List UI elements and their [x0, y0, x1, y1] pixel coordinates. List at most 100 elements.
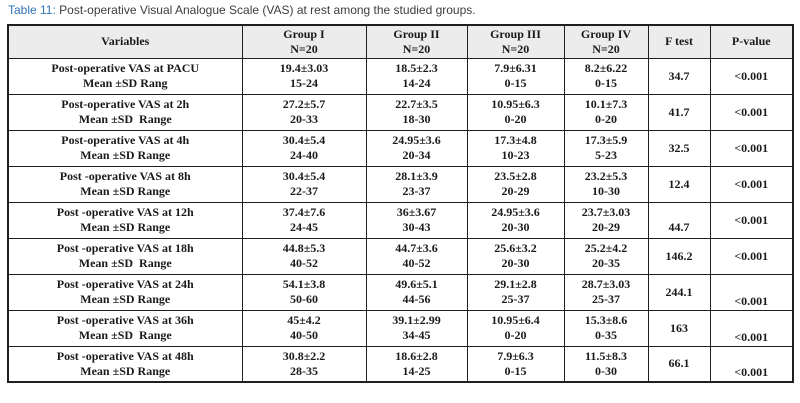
group-ii-cell: 22.7±3.5 18-30: [365, 93, 468, 131]
range-value: 20-34: [402, 148, 431, 162]
variable-label: Post -operative VAS at 24h: [56, 277, 194, 291]
table-row: Post -operative VAS at 8h Mean ±SD Range 3…: [7, 165, 794, 203]
f-test-cell: 34.7: [647, 57, 711, 95]
p-value-cell: <0.001: [709, 57, 794, 95]
p-value: <0.001: [734, 329, 769, 344]
mean-sd-value: 8.2±6.22: [584, 61, 628, 75]
f-test-value: 146.2: [665, 248, 693, 263]
f-test-value: 44.7: [668, 219, 690, 234]
mean-sd-value: 36±3.67: [396, 205, 437, 219]
range-value: 0-20: [504, 112, 527, 126]
table-row: Post -operative VAS at 48h Mean ±SD Range…: [7, 345, 794, 383]
variable-cell: Post -operative VAS at 18h Mean ±SD Range: [7, 237, 243, 275]
group-iii-cell: 7.9±6.31 0-15: [466, 57, 565, 95]
f-test-value: 41.7: [668, 104, 690, 119]
mean-sd-value: 15.3±8.6: [584, 313, 628, 327]
range-value: 23-37: [402, 184, 431, 198]
range-value: 20-35: [592, 256, 620, 270]
column-label: P-value: [731, 34, 771, 49]
range-value: 50-60: [290, 292, 318, 306]
range-value: 20-30: [501, 256, 530, 270]
variable-cell: Post-operative VAS at PACU Mean ±SD Rang: [7, 57, 243, 95]
column-header-group-i: Group I N=20: [241, 24, 367, 59]
p-value-cell: <0.001: [709, 309, 794, 347]
table-row: Post -operative VAS at 12h Mean ±SD Range…: [7, 201, 794, 239]
variable-cell: Post -operative VAS at 8h Mean ±SD Range: [7, 165, 243, 203]
group-iv-cell: 17.3±5.9 5-23: [563, 129, 649, 167]
mean-sd-value: 30.8±2.2: [282, 348, 326, 363]
range-value: 30-43: [402, 220, 431, 234]
variable-label: Post -operative VAS at 48h: [56, 348, 194, 363]
column-label: Group IV: [580, 26, 632, 41]
column-header-variables: Variables: [7, 24, 243, 59]
table-body: Post-operative VAS at PACU Mean ±SD Rang 1…: [7, 57, 794, 383]
range-value: 25-37: [592, 292, 620, 306]
measure-label: Mean ±SD Range: [80, 148, 171, 162]
variable-label: Post -operative VAS at 36h: [56, 313, 194, 327]
group-i-cell: 27.2±5.7 20-33: [241, 93, 367, 131]
group-i-cell: 19.4±3.03 15-24: [241, 57, 367, 95]
mean-sd-value: 28.7±3.03: [581, 277, 631, 291]
mean-sd-value: 44.8±5.3: [282, 241, 326, 255]
group-i-cell: 37.4±7.6 24-45: [241, 201, 367, 239]
p-value-cell: <0.001: [709, 273, 794, 311]
range-value: 0-20: [595, 112, 617, 126]
table-row: Post-operative VAS at 4h Mean ±SD Range 30…: [7, 129, 794, 167]
table-row: Post -operative VAS at 36h Mean ±SD Range…: [7, 309, 794, 347]
variable-cell: Post-operative VAS at 2h Mean ±SD Range: [7, 93, 243, 131]
f-test-value: 66.1: [668, 356, 690, 371]
table-row: Post-operative VAS at PACU Mean ±SD Rang 1…: [7, 57, 794, 95]
p-value-cell: <0.001: [709, 201, 794, 239]
measure-label: Mean ±SD Range: [78, 328, 172, 342]
column-label: Group I: [283, 26, 325, 41]
group-iii-cell: 7.9±6.3 0-15: [466, 345, 565, 383]
group-iv-cell: 15.3±8.6 0-35: [563, 309, 649, 347]
variable-cell: Post-operative VAS at 4h Mean ±SD Range: [7, 129, 243, 167]
range-value: 40-52: [290, 256, 318, 270]
range-value: 20-29: [592, 220, 620, 234]
p-value: <0.001: [734, 140, 769, 155]
range-value: 22-37: [290, 184, 318, 198]
range-value: 14-24: [402, 76, 431, 90]
mean-sd-value: 23.7±3.03: [581, 205, 631, 219]
range-value: 0-15: [504, 76, 527, 90]
p-value: <0.001: [734, 248, 769, 263]
group-iii-cell: 25.6±3.2 20-30: [466, 237, 565, 275]
range-value: 14-25: [402, 363, 431, 378]
table-caption-text: Post-operative Visual Analogue Scale (VA…: [55, 3, 476, 17]
group-iii-cell: 24.95±3.6 20-30: [466, 201, 565, 239]
variable-cell: Post -operative VAS at 12h Mean ±SD Range: [7, 201, 243, 239]
mean-sd-value: 37.4±7.6: [282, 205, 326, 219]
f-test-cell: 32.5: [647, 129, 711, 167]
range-value: 15-24: [290, 76, 318, 90]
group-iii-cell: 10.95±6.4 0-20: [466, 309, 565, 347]
f-test-value: 34.7: [668, 68, 690, 83]
column-sub-label: N=20: [501, 41, 530, 56]
group-i-cell: 54.1±3.8 50-60: [241, 273, 367, 311]
variable-cell: Post -operative VAS at 36h Mean ±SD Range: [7, 309, 243, 347]
f-test-value: 163: [670, 320, 688, 335]
variable-cell: Post -operative VAS at 48h Mean ±SD Range: [7, 345, 243, 383]
p-value: <0.001: [734, 176, 769, 191]
range-value: 24-45: [290, 220, 318, 234]
group-i-cell: 30.8±2.2 28-35: [241, 345, 367, 383]
range-value: 20-29: [501, 184, 530, 198]
range-value: 0-15: [595, 76, 617, 90]
range-value: 44-56: [402, 292, 431, 306]
group-iv-cell: 11.5±8.3 0-30: [563, 345, 649, 383]
group-ii-cell: 49.6±5.1 44-56: [365, 273, 468, 311]
table-caption-number: Table 11:: [8, 3, 56, 17]
range-value: 18-30: [402, 112, 431, 126]
column-header-f-test: F test: [647, 24, 711, 59]
mean-sd-value: 7.9±6.31: [494, 61, 537, 75]
column-header-group-iii: Group III N=20: [466, 24, 565, 59]
group-iv-cell: 28.7±3.03 25-37: [563, 273, 649, 311]
mean-sd-value: 11.5±8.3: [585, 348, 627, 363]
mean-sd-value: 24.95±3.6: [491, 205, 540, 219]
f-test-cell: 66.1: [647, 345, 711, 383]
f-test-value: 244.1: [665, 284, 693, 299]
range-value: 0-30: [595, 363, 617, 378]
mean-sd-value: 10.95±6.4: [491, 313, 540, 327]
group-iv-cell: 8.2±6.22 0-15: [563, 57, 649, 95]
mean-sd-value: 10.1±7.3: [584, 97, 628, 111]
